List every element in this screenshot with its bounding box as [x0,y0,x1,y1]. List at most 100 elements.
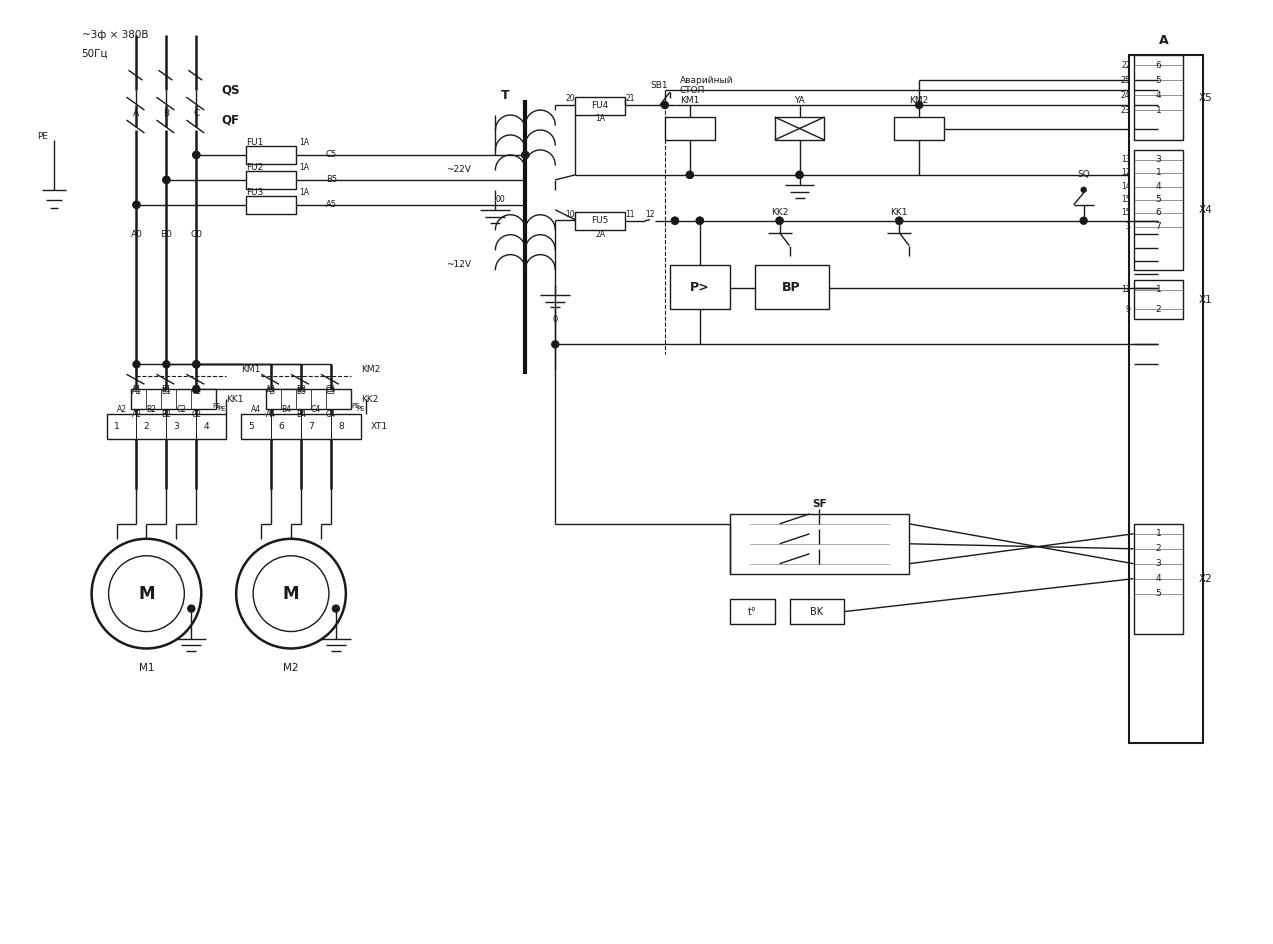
Bar [729,598,774,624]
Text: B: B [163,109,169,118]
Text: BP: BP [782,281,801,294]
Circle shape [1081,187,1086,193]
Bar [1133,524,1184,633]
Circle shape [662,102,668,109]
Bar [1133,279,1184,319]
Text: 1: 1 [113,422,120,431]
Circle shape [896,217,903,225]
Text: A4: A4 [266,410,276,419]
Text: 6: 6 [1156,60,1161,70]
Bar [246,146,297,164]
Circle shape [163,177,169,183]
Text: 6: 6 [1156,209,1161,217]
Text: SQ: SQ [1077,170,1090,179]
Text: A4: A4 [251,405,261,413]
Circle shape [188,605,195,612]
Text: C3: C3 [326,385,336,394]
Text: C0: C0 [190,230,202,239]
Circle shape [132,201,140,209]
Text: PE: PE [37,132,48,142]
Text: Аварийный: Аварийный [680,76,733,85]
Circle shape [237,539,346,649]
Bar [755,264,830,310]
Text: 1A: 1A [299,188,309,197]
Circle shape [777,217,783,225]
Text: A1: A1 [131,387,141,396]
Text: 5: 5 [248,422,255,431]
Circle shape [253,556,328,632]
Text: 1A: 1A [299,163,309,173]
Bar [894,117,945,140]
Text: QS: QS [222,84,239,96]
Text: 1A: 1A [594,113,605,123]
Circle shape [132,361,140,368]
Text: B2: B2 [146,405,157,413]
Text: 6: 6 [279,422,284,431]
Text: 13: 13 [1122,156,1130,164]
Text: A3: A3 [266,385,276,394]
Text: 0: 0 [552,315,558,324]
Text: 15: 15 [1122,195,1130,204]
Text: СТОП: СТОП [680,86,705,94]
Text: B3: B3 [297,387,306,396]
Text: A: A [1158,34,1169,47]
Text: KM1: KM1 [680,95,700,105]
Bar [107,414,227,439]
Text: 1: 1 [1156,106,1161,114]
Text: 3: 3 [1156,156,1161,164]
Text: P>: P> [690,281,709,294]
Text: ~12V: ~12V [446,261,471,269]
Text: PE: PE [213,403,220,409]
Text: 50Гц: 50Гц [81,48,108,59]
Text: A3: A3 [266,387,276,396]
Text: 1: 1 [1156,530,1161,538]
Text: A5: A5 [326,200,337,210]
Text: KM1: KM1 [241,364,261,374]
Bar [266,389,351,409]
Text: B1: B1 [162,387,172,396]
Text: ~3ф × 380В: ~3ф × 380В [81,30,148,41]
Text: KM2: KM2 [360,364,381,374]
Text: KK2: KK2 [771,209,788,217]
Text: 4: 4 [1156,182,1161,192]
Text: 5: 5 [1156,589,1161,598]
Circle shape [777,217,783,225]
Bar [665,117,714,140]
Text: C4: C4 [326,410,336,419]
Circle shape [696,217,703,225]
Text: SF: SF [812,499,826,509]
Circle shape [1081,217,1087,225]
Bar [670,264,729,310]
Text: 8: 8 [339,422,344,431]
Bar [246,171,297,189]
Bar [789,598,844,624]
Circle shape [192,386,200,393]
Text: B5: B5 [326,176,337,184]
Circle shape [163,361,169,368]
Text: 4: 4 [1156,574,1161,583]
Text: 12: 12 [1122,285,1130,294]
Text: 1A: 1A [299,139,309,147]
Text: 24: 24 [1122,91,1130,100]
Text: T: T [500,89,509,102]
Text: C4: C4 [311,405,321,413]
Bar [575,97,625,115]
Text: A2: A2 [117,405,126,413]
Text: FU1: FU1 [246,139,264,147]
Circle shape [686,172,694,178]
Circle shape [696,217,703,225]
Text: 9: 9 [1125,305,1130,314]
Text: B2: B2 [162,410,172,419]
Bar [1133,150,1184,270]
Text: SB1: SB1 [651,80,667,90]
Text: 12: 12 [1122,168,1130,177]
Text: 4: 4 [204,422,209,431]
Text: BK: BK [810,607,824,616]
Bar [729,514,909,574]
Text: 1: 1 [1156,168,1161,177]
Text: 25: 25 [1122,76,1130,85]
Circle shape [332,605,340,612]
Text: 2: 2 [1156,545,1161,553]
Bar [241,414,360,439]
Text: FU2: FU2 [246,163,264,173]
